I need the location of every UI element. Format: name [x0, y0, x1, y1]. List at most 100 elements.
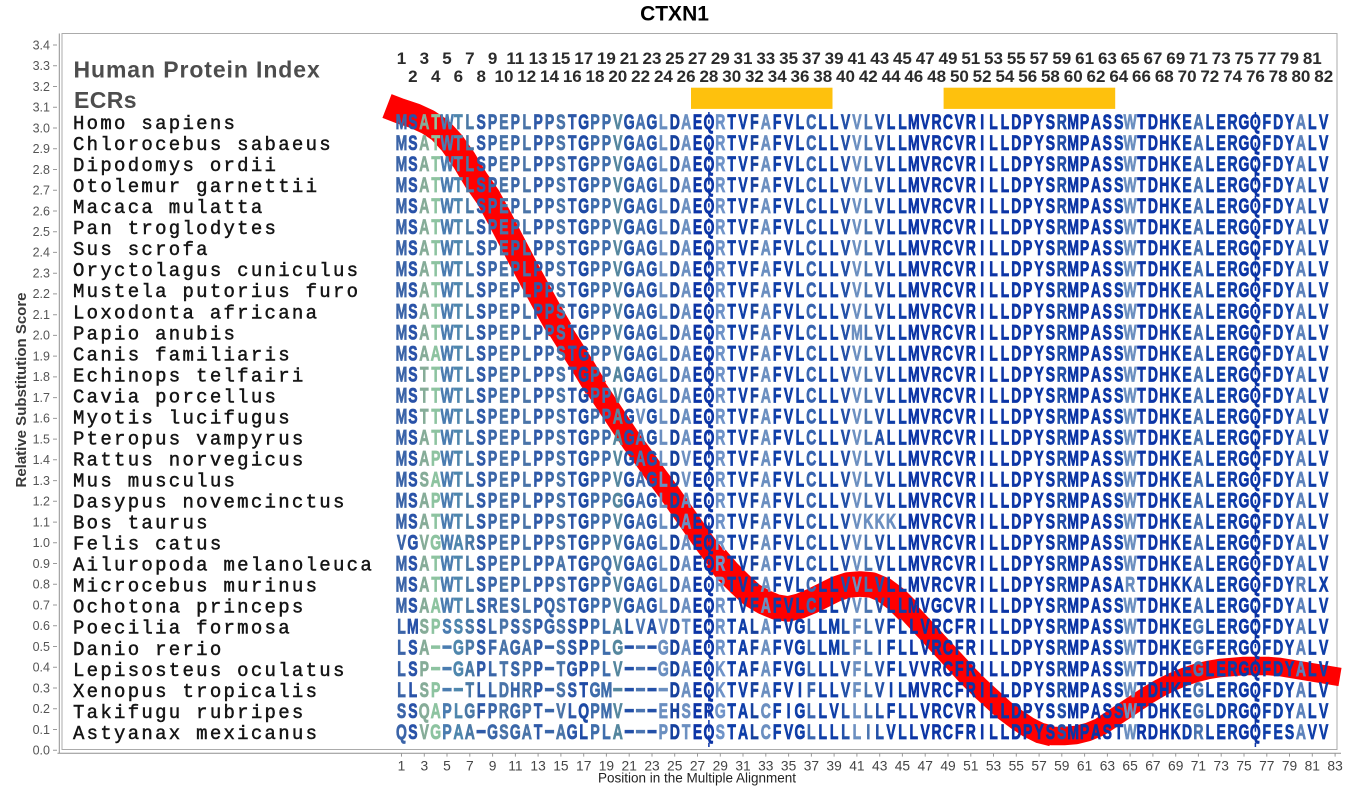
- svg-text:2.8: 2.8: [33, 163, 50, 177]
- svg-text:70: 70: [1178, 67, 1197, 86]
- svg-text:Macaca mulatta: Macaca mulatta: [73, 197, 265, 219]
- svg-text:83: 83: [1327, 759, 1343, 774]
- svg-text:2.6: 2.6: [33, 204, 50, 218]
- svg-text:2.9: 2.9: [33, 142, 50, 156]
- svg-text:3.1: 3.1: [33, 101, 50, 115]
- svg-text:38: 38: [813, 67, 832, 86]
- svg-text:14: 14: [540, 67, 559, 86]
- svg-text:23: 23: [643, 49, 662, 68]
- svg-text:6: 6: [454, 67, 463, 86]
- svg-text:51: 51: [961, 49, 980, 68]
- svg-text:69: 69: [1168, 759, 1184, 774]
- svg-text:52: 52: [973, 67, 992, 86]
- svg-text:Ochotona princeps: Ochotona princeps: [73, 597, 306, 619]
- svg-text:7: 7: [466, 759, 474, 774]
- svg-text:21: 21: [622, 759, 637, 774]
- svg-text:66: 66: [1132, 67, 1151, 86]
- svg-text:5: 5: [442, 49, 451, 68]
- svg-text:57: 57: [1031, 759, 1046, 774]
- svg-text:18: 18: [586, 67, 605, 86]
- svg-text:0.9: 0.9: [33, 557, 50, 571]
- svg-text:81: 81: [1303, 49, 1322, 68]
- svg-text:59: 59: [1054, 759, 1070, 774]
- svg-text:22: 22: [631, 67, 650, 86]
- svg-text:15: 15: [551, 49, 570, 68]
- svg-text:76: 76: [1246, 67, 1265, 86]
- svg-text:65: 65: [1121, 49, 1140, 68]
- svg-text:31: 31: [735, 759, 750, 774]
- svg-text:78: 78: [1269, 67, 1288, 86]
- svg-text:Otolemur garnettii: Otolemur garnettii: [73, 176, 319, 198]
- svg-text:0.7: 0.7: [33, 598, 50, 612]
- svg-text:26: 26: [677, 67, 696, 86]
- svg-text:0.1: 0.1: [33, 723, 50, 737]
- svg-text:53: 53: [984, 49, 1003, 68]
- svg-text:2.7: 2.7: [33, 184, 50, 198]
- svg-text:35: 35: [779, 49, 798, 68]
- svg-text:48: 48: [927, 67, 946, 86]
- svg-text:56: 56: [1018, 67, 1037, 86]
- svg-text:77: 77: [1257, 49, 1276, 68]
- svg-text:13: 13: [529, 49, 548, 68]
- svg-text:46: 46: [904, 67, 923, 86]
- svg-text:Lepisosteus oculatus: Lepisosteus oculatus: [73, 660, 347, 682]
- svg-text:3.2: 3.2: [33, 80, 50, 94]
- svg-text:33: 33: [756, 49, 775, 68]
- svg-text:50: 50: [950, 67, 969, 86]
- svg-text:17: 17: [574, 49, 593, 68]
- svg-text:2.3: 2.3: [33, 267, 50, 281]
- svg-text:3: 3: [420, 759, 428, 774]
- svg-text:25: 25: [667, 759, 683, 774]
- svg-text:Relative Substitution Score: Relative Substitution Score: [13, 292, 30, 487]
- svg-text:0.3: 0.3: [33, 681, 50, 695]
- svg-text:1.9: 1.9: [33, 349, 50, 363]
- svg-text:0.2: 0.2: [33, 702, 50, 716]
- svg-text:64: 64: [1109, 67, 1128, 86]
- svg-text:Mus musculus: Mus musculus: [73, 471, 237, 493]
- svg-text:ECRs: ECRs: [74, 87, 137, 113]
- svg-text:Sus scrofa: Sus scrofa: [73, 239, 210, 261]
- svg-text:63: 63: [1098, 49, 1117, 68]
- svg-text:Myotis lucifugus: Myotis lucifugus: [73, 407, 292, 429]
- svg-text:Danio rerio: Danio rerio: [73, 639, 224, 661]
- svg-text:67: 67: [1143, 49, 1162, 68]
- svg-text:37: 37: [804, 759, 819, 774]
- svg-text:19: 19: [599, 759, 615, 774]
- svg-text:1: 1: [397, 49, 406, 68]
- svg-text:60: 60: [1064, 67, 1083, 86]
- svg-text:69: 69: [1166, 49, 1185, 68]
- svg-text:11: 11: [508, 759, 522, 774]
- svg-text:7: 7: [465, 49, 474, 68]
- svg-text:71: 71: [1191, 759, 1206, 774]
- svg-text:5: 5: [443, 759, 451, 774]
- svg-text:81: 81: [1305, 759, 1320, 774]
- svg-text:43: 43: [870, 49, 889, 68]
- svg-text:Echinops telfairi: Echinops telfairi: [73, 365, 306, 387]
- svg-text:17: 17: [576, 759, 591, 774]
- svg-text:41: 41: [847, 49, 866, 68]
- svg-text:0.8: 0.8: [33, 578, 50, 592]
- svg-text:58: 58: [1041, 67, 1060, 86]
- svg-text:3.4: 3.4: [33, 38, 50, 52]
- svg-text:1.2: 1.2: [33, 495, 50, 509]
- svg-text:13: 13: [530, 759, 546, 774]
- svg-text:9: 9: [488, 49, 497, 68]
- svg-text:0.6: 0.6: [33, 619, 50, 633]
- svg-text:80: 80: [1291, 67, 1310, 86]
- svg-text:3.0: 3.0: [33, 121, 50, 135]
- svg-text:Papio anubis: Papio anubis: [73, 323, 237, 345]
- svg-text:63: 63: [1100, 759, 1116, 774]
- svg-text:36: 36: [791, 67, 810, 86]
- svg-text:51: 51: [963, 759, 978, 774]
- svg-text:27: 27: [690, 759, 705, 774]
- svg-text:2.5: 2.5: [33, 225, 50, 239]
- svg-text:42: 42: [859, 67, 878, 86]
- svg-text:33: 33: [758, 759, 774, 774]
